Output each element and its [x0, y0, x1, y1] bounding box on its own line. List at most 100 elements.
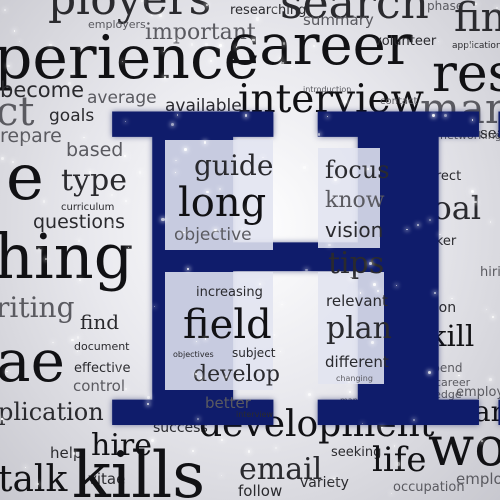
word-action: action: [413, 300, 457, 316]
sparkle: [72, 452, 76, 455]
sparkle: [88, 171, 92, 174]
sparkle: [195, 340, 198, 343]
word-success: success: [153, 420, 208, 436]
sparkle: [273, 333, 276, 336]
sparkle: [209, 59, 212, 62]
sparkle: [7, 64, 10, 68]
word-employers: employers: [88, 18, 146, 31]
sparkle: [290, 65, 293, 68]
sparkle: [190, 43, 194, 46]
sparkle: [184, 148, 187, 151]
sparkle: [164, 76, 167, 79]
word-vitae: vitae: [88, 470, 126, 488]
word-tips: tips: [328, 246, 385, 281]
sparkle: [439, 233, 441, 236]
word-e: e: [6, 141, 44, 215]
word-skills: kills: [72, 439, 206, 500]
sparkle: [176, 114, 178, 116]
sparkle: [175, 159, 177, 162]
sparkle: [219, 187, 222, 190]
word-field: field: [183, 302, 272, 348]
sparkle: [395, 284, 397, 287]
sparkle: [412, 419, 416, 422]
sparkle: [11, 160, 15, 164]
sparkle: [491, 315, 495, 318]
sparkle: [153, 305, 155, 307]
sparkle: [432, 114, 435, 117]
sparkle: [44, 258, 47, 261]
sparkle: [496, 7, 498, 9]
sparkle: [244, 114, 248, 117]
word-system: system: [204, 122, 259, 140]
word-phase: phase: [427, 0, 464, 13]
word-interview: interview: [238, 77, 424, 122]
sparkle: [406, 228, 408, 231]
sparkle: [278, 57, 281, 60]
sparkle: [161, 217, 165, 221]
word-relevant: relevant: [326, 292, 388, 310]
word-talk: talk: [0, 459, 68, 500]
sparkle: [13, 30, 16, 32]
sparkle: [391, 492, 393, 494]
word-contact: contact: [380, 96, 418, 107]
sparkle: [196, 417, 200, 421]
sparkle: [344, 100, 348, 103]
h-gap-panel: [165, 140, 273, 250]
sparkle: [151, 14, 153, 17]
sparkle: [373, 283, 377, 287]
sparkle: [127, 246, 129, 248]
sparkle: [349, 391, 352, 394]
sparkle: [159, 14, 162, 17]
sparkle: [489, 377, 493, 381]
word-document: document: [74, 340, 130, 353]
word-seeking: seeking: [331, 445, 382, 460]
sparkle: [273, 8, 276, 11]
word-ae: ae: [0, 327, 65, 395]
word-email: email: [239, 452, 323, 487]
sparkle: [220, 438, 223, 441]
word-management: management: [340, 396, 394, 405]
sparkle: [471, 190, 475, 193]
word-spend: spend: [426, 361, 463, 375]
sparkle: [80, 47, 82, 49]
sparkle: [348, 380, 351, 383]
word-prepare: repare: [0, 125, 62, 147]
word-researching: researching: [230, 3, 307, 18]
sparkle: [367, 167, 370, 170]
word-research: research: [413, 395, 500, 428]
sparkle: [204, 338, 206, 340]
sparkle: [242, 227, 244, 229]
sparkle: [171, 123, 175, 127]
sparkle: [78, 278, 81, 281]
sparkle: [349, 277, 352, 280]
word-perience: perience: [0, 23, 260, 93]
word-follow: follow: [238, 482, 283, 500]
sparkle: [77, 239, 80, 242]
sparkle: [18, 40, 20, 42]
word-plication: plication: [0, 398, 104, 426]
sparkle: [71, 338, 74, 342]
sparkle: [194, 373, 197, 376]
sparkle: [313, 45, 316, 48]
word-direct: direct: [424, 169, 462, 184]
sparkle: [163, 50, 165, 52]
sparkle: [235, 46, 238, 48]
sparkle: [468, 44, 471, 47]
word-applications: applications: [452, 41, 500, 51]
sparkle: [262, 156, 264, 158]
sparkle: [76, 336, 80, 339]
word-goals: goals: [49, 106, 95, 126]
word-career: career: [228, 13, 413, 78]
word-life: life: [372, 440, 427, 480]
sparkle: [52, 341, 54, 344]
word-type: type: [61, 163, 127, 198]
sparkle: [0, 156, 4, 161]
word-questions: questions: [33, 211, 125, 233]
sparkle: [146, 402, 150, 405]
sparkle: [150, 438, 154, 442]
sparkle: [333, 477, 336, 480]
sparkle: [83, 136, 85, 139]
word-based: based: [66, 139, 124, 161]
word-subject: subject: [232, 346, 276, 360]
